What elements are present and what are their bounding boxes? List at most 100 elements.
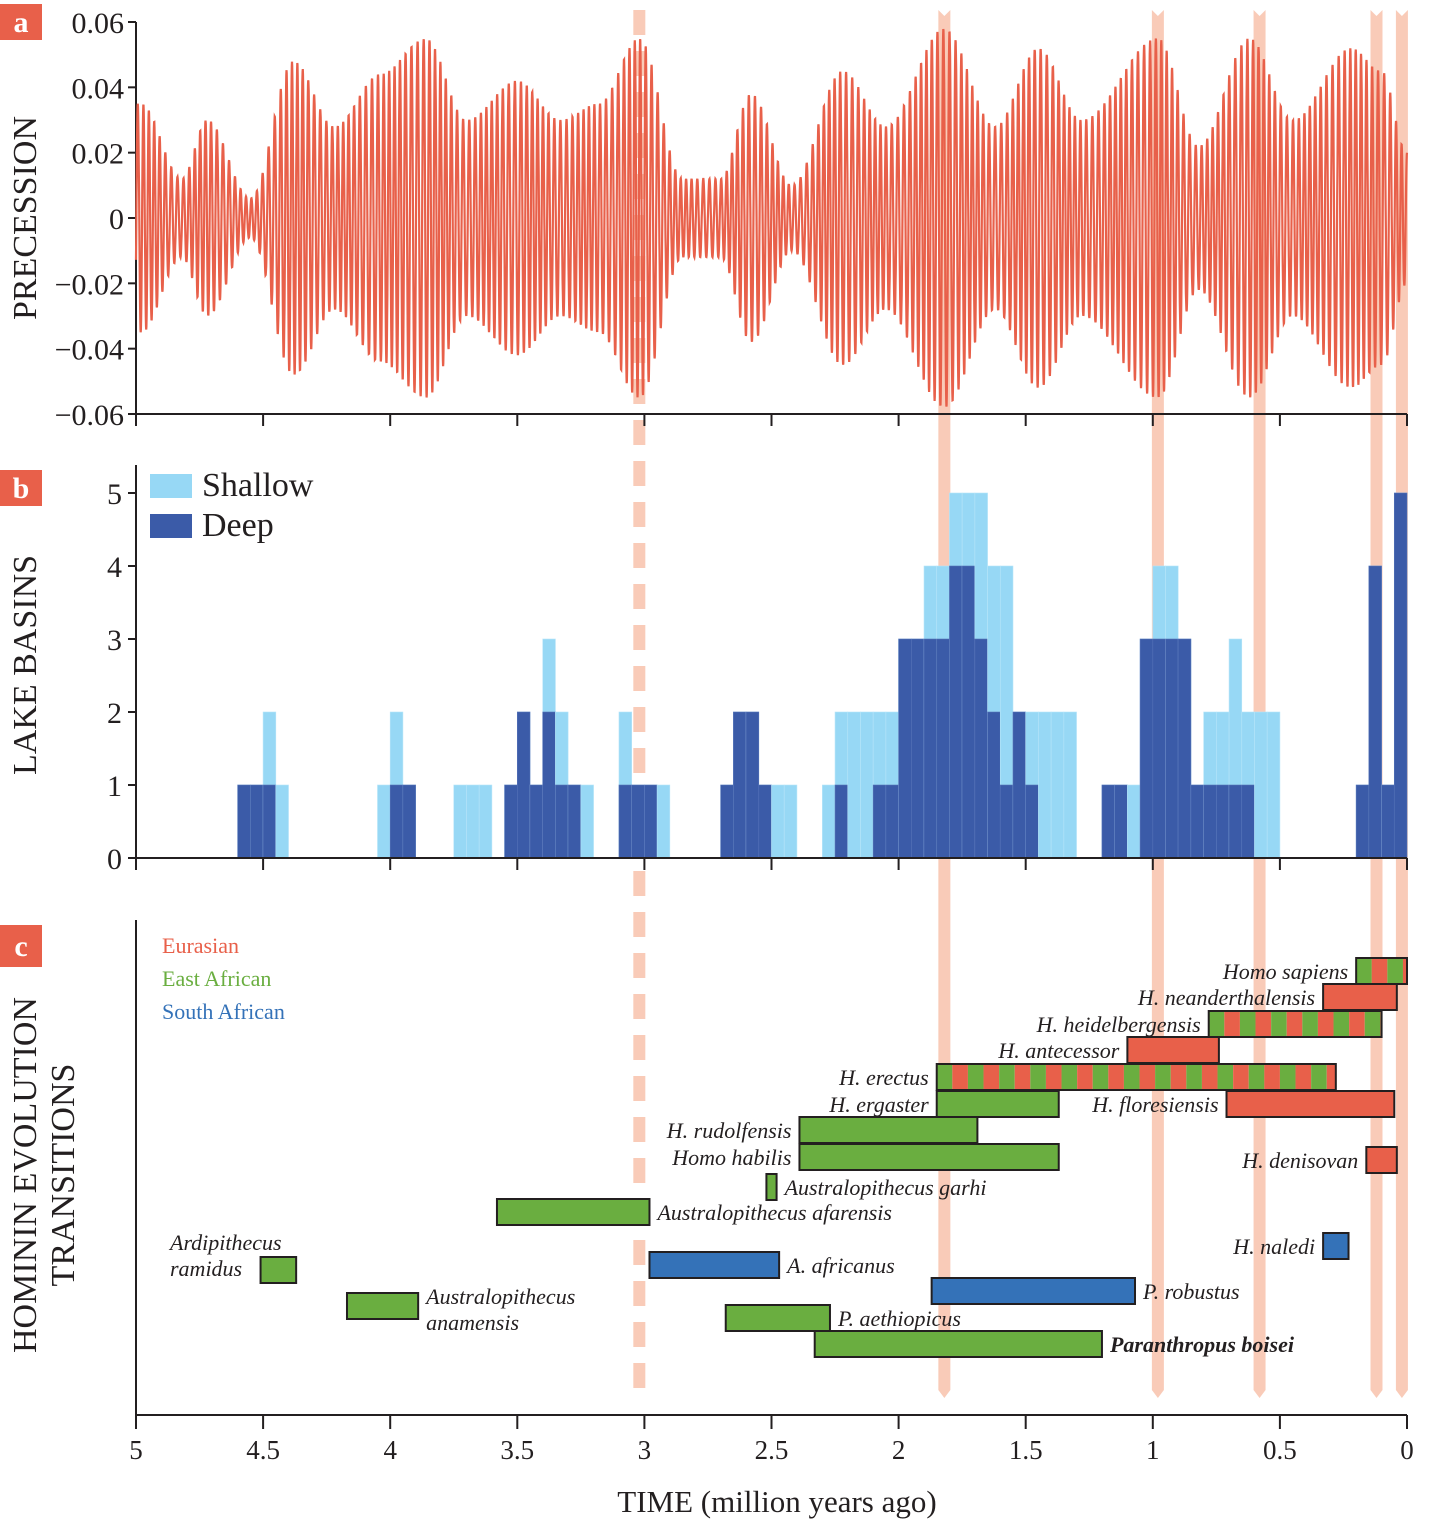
bar-shallow	[466, 784, 480, 859]
species-bar-stripe	[1264, 1064, 1280, 1090]
species-label: Ardipithecus	[168, 1230, 282, 1255]
dashed-band-segment	[633, 1240, 646, 1265]
y-tick-label-b: 2	[107, 697, 122, 730]
bar-deep	[1139, 638, 1154, 859]
species-bar-fill	[814, 1331, 1102, 1357]
species-bar-stripe	[1201, 1064, 1218, 1090]
species-label: H. naledi	[1232, 1234, 1315, 1259]
species-bar-fill	[936, 1091, 1059, 1117]
y-axis-title-lake-basins: LAKE BASINS	[7, 555, 44, 775]
legend-swatch-shallow	[150, 474, 192, 498]
bar-shallow	[1063, 711, 1077, 859]
bar-deep	[745, 711, 760, 859]
y-tick-label-b: 1	[107, 770, 122, 803]
species-bar: Paranthropus boisei	[813, 1330, 1295, 1358]
bar-deep	[885, 784, 899, 859]
species-bar-fill	[1127, 1037, 1219, 1063]
bar-deep	[1228, 784, 1243, 859]
species-bar-stripe	[1248, 1064, 1265, 1090]
species-bar-fill	[496, 1199, 650, 1225]
species-label: Australopithecus garhi	[783, 1175, 987, 1200]
bar-deep	[1114, 784, 1128, 859]
species-bar-outline	[495, 1198, 651, 1226]
species-bar: Homo habilis	[671, 1143, 1060, 1171]
x-tick-label: 5	[129, 1435, 143, 1465]
species-bar-stripe	[1092, 1064, 1109, 1090]
dashed-band-segment	[633, 912, 646, 937]
species-bar-stripe	[1333, 1011, 1350, 1037]
species-bar: H. ergaster	[828, 1090, 1060, 1118]
dashed-band-segment	[633, 1322, 646, 1347]
y-tick-label-a: −0.02	[55, 268, 124, 301]
bar-deep	[911, 638, 925, 859]
species-bar-fill	[931, 1278, 1136, 1304]
bar-deep	[644, 784, 658, 859]
bar-deep	[402, 784, 416, 859]
species-bar-stripe	[1371, 958, 1388, 984]
dashed-band-segment	[633, 707, 646, 732]
dashed-band-segment	[633, 871, 646, 896]
species-bar-outline	[1322, 1232, 1350, 1260]
species-bar: H. floresiensis	[1091, 1090, 1396, 1118]
dashed-band-segment	[633, 625, 646, 650]
y-tick-label-b: 0	[107, 843, 122, 876]
bar-deep	[733, 711, 747, 859]
bar-deep	[1165, 638, 1179, 859]
y-tick-label-b: 5	[107, 478, 122, 511]
species-bar-stripe	[1387, 958, 1403, 984]
species-bar: P. robustus	[930, 1277, 1240, 1305]
bar-shallow	[860, 711, 874, 859]
bar-shallow	[1127, 784, 1141, 859]
dashed-band-segment	[633, 461, 646, 486]
dashed-band-segment	[633, 543, 646, 568]
species-bar: H. rudolfensis	[666, 1116, 979, 1144]
bar-shallow	[453, 784, 467, 859]
region-legend-south-african: South African	[162, 999, 285, 1024]
dashed-band-segment	[633, 584, 646, 609]
species-label: P. aethiopicus	[837, 1306, 961, 1331]
y-tick-label-a: 0.06	[72, 7, 125, 40]
species-bar-outline	[259, 1256, 298, 1284]
species-label: H. heidelbergensis	[1036, 1012, 1201, 1037]
legend: Shallow Deep	[150, 467, 314, 544]
species-bar: H. antecessor	[997, 1036, 1220, 1064]
bar-deep	[262, 784, 277, 859]
species-bar: H. erectus	[838, 1063, 1337, 1091]
bar-deep	[1368, 565, 1382, 859]
species-bar-fill	[725, 1305, 830, 1331]
species-bar-outline	[765, 1173, 778, 1201]
bar-deep	[1393, 492, 1408, 859]
panel-letter-a: a	[14, 6, 29, 39]
bar-shallow	[656, 784, 671, 859]
species-bar-stripe	[1279, 1064, 1296, 1090]
bar-shallow	[1266, 711, 1281, 859]
dashed-band-segment	[633, 1363, 646, 1388]
species-bar-stripe	[1014, 1064, 1031, 1090]
dashed-band-segment	[633, 502, 646, 527]
species-bar: Australopithecus garhi	[765, 1173, 987, 1201]
panel-c-hominin-transitions: c HOMININ EVOLUTION TRANSITIONS Eurasian…	[0, 925, 1409, 1358]
bar-deep	[961, 565, 976, 859]
species-bar-outline	[930, 1277, 1137, 1305]
precession-line	[134, 28, 1409, 407]
panel-b-lake-basins: b LAKE BASINS 0 1 2 3 4 5 Shallow Deep	[0, 465, 1408, 876]
bar-deep	[1177, 638, 1192, 859]
species-bar-stripe	[1045, 1064, 1062, 1090]
y-tick-label-b: 3	[107, 624, 122, 657]
species-bar-outline	[724, 1304, 831, 1332]
species-bar-outline	[1365, 1146, 1398, 1174]
species-bar-stripe	[1233, 1064, 1249, 1090]
x-tick-label: 3.5	[500, 1435, 534, 1465]
bar-deep	[237, 784, 251, 859]
x-tick-label: 1.5	[1009, 1435, 1043, 1465]
species-bar-stripe	[1349, 1011, 1365, 1037]
bar-deep	[1355, 784, 1370, 859]
y-tick-label-a: 0	[109, 203, 124, 236]
bar-shallow	[1038, 711, 1052, 859]
species-label: A. africanus	[785, 1253, 895, 1278]
bar-shallow	[377, 784, 391, 859]
species-bar: P. aethiopicus	[724, 1304, 961, 1332]
bar-shallow	[847, 711, 861, 859]
